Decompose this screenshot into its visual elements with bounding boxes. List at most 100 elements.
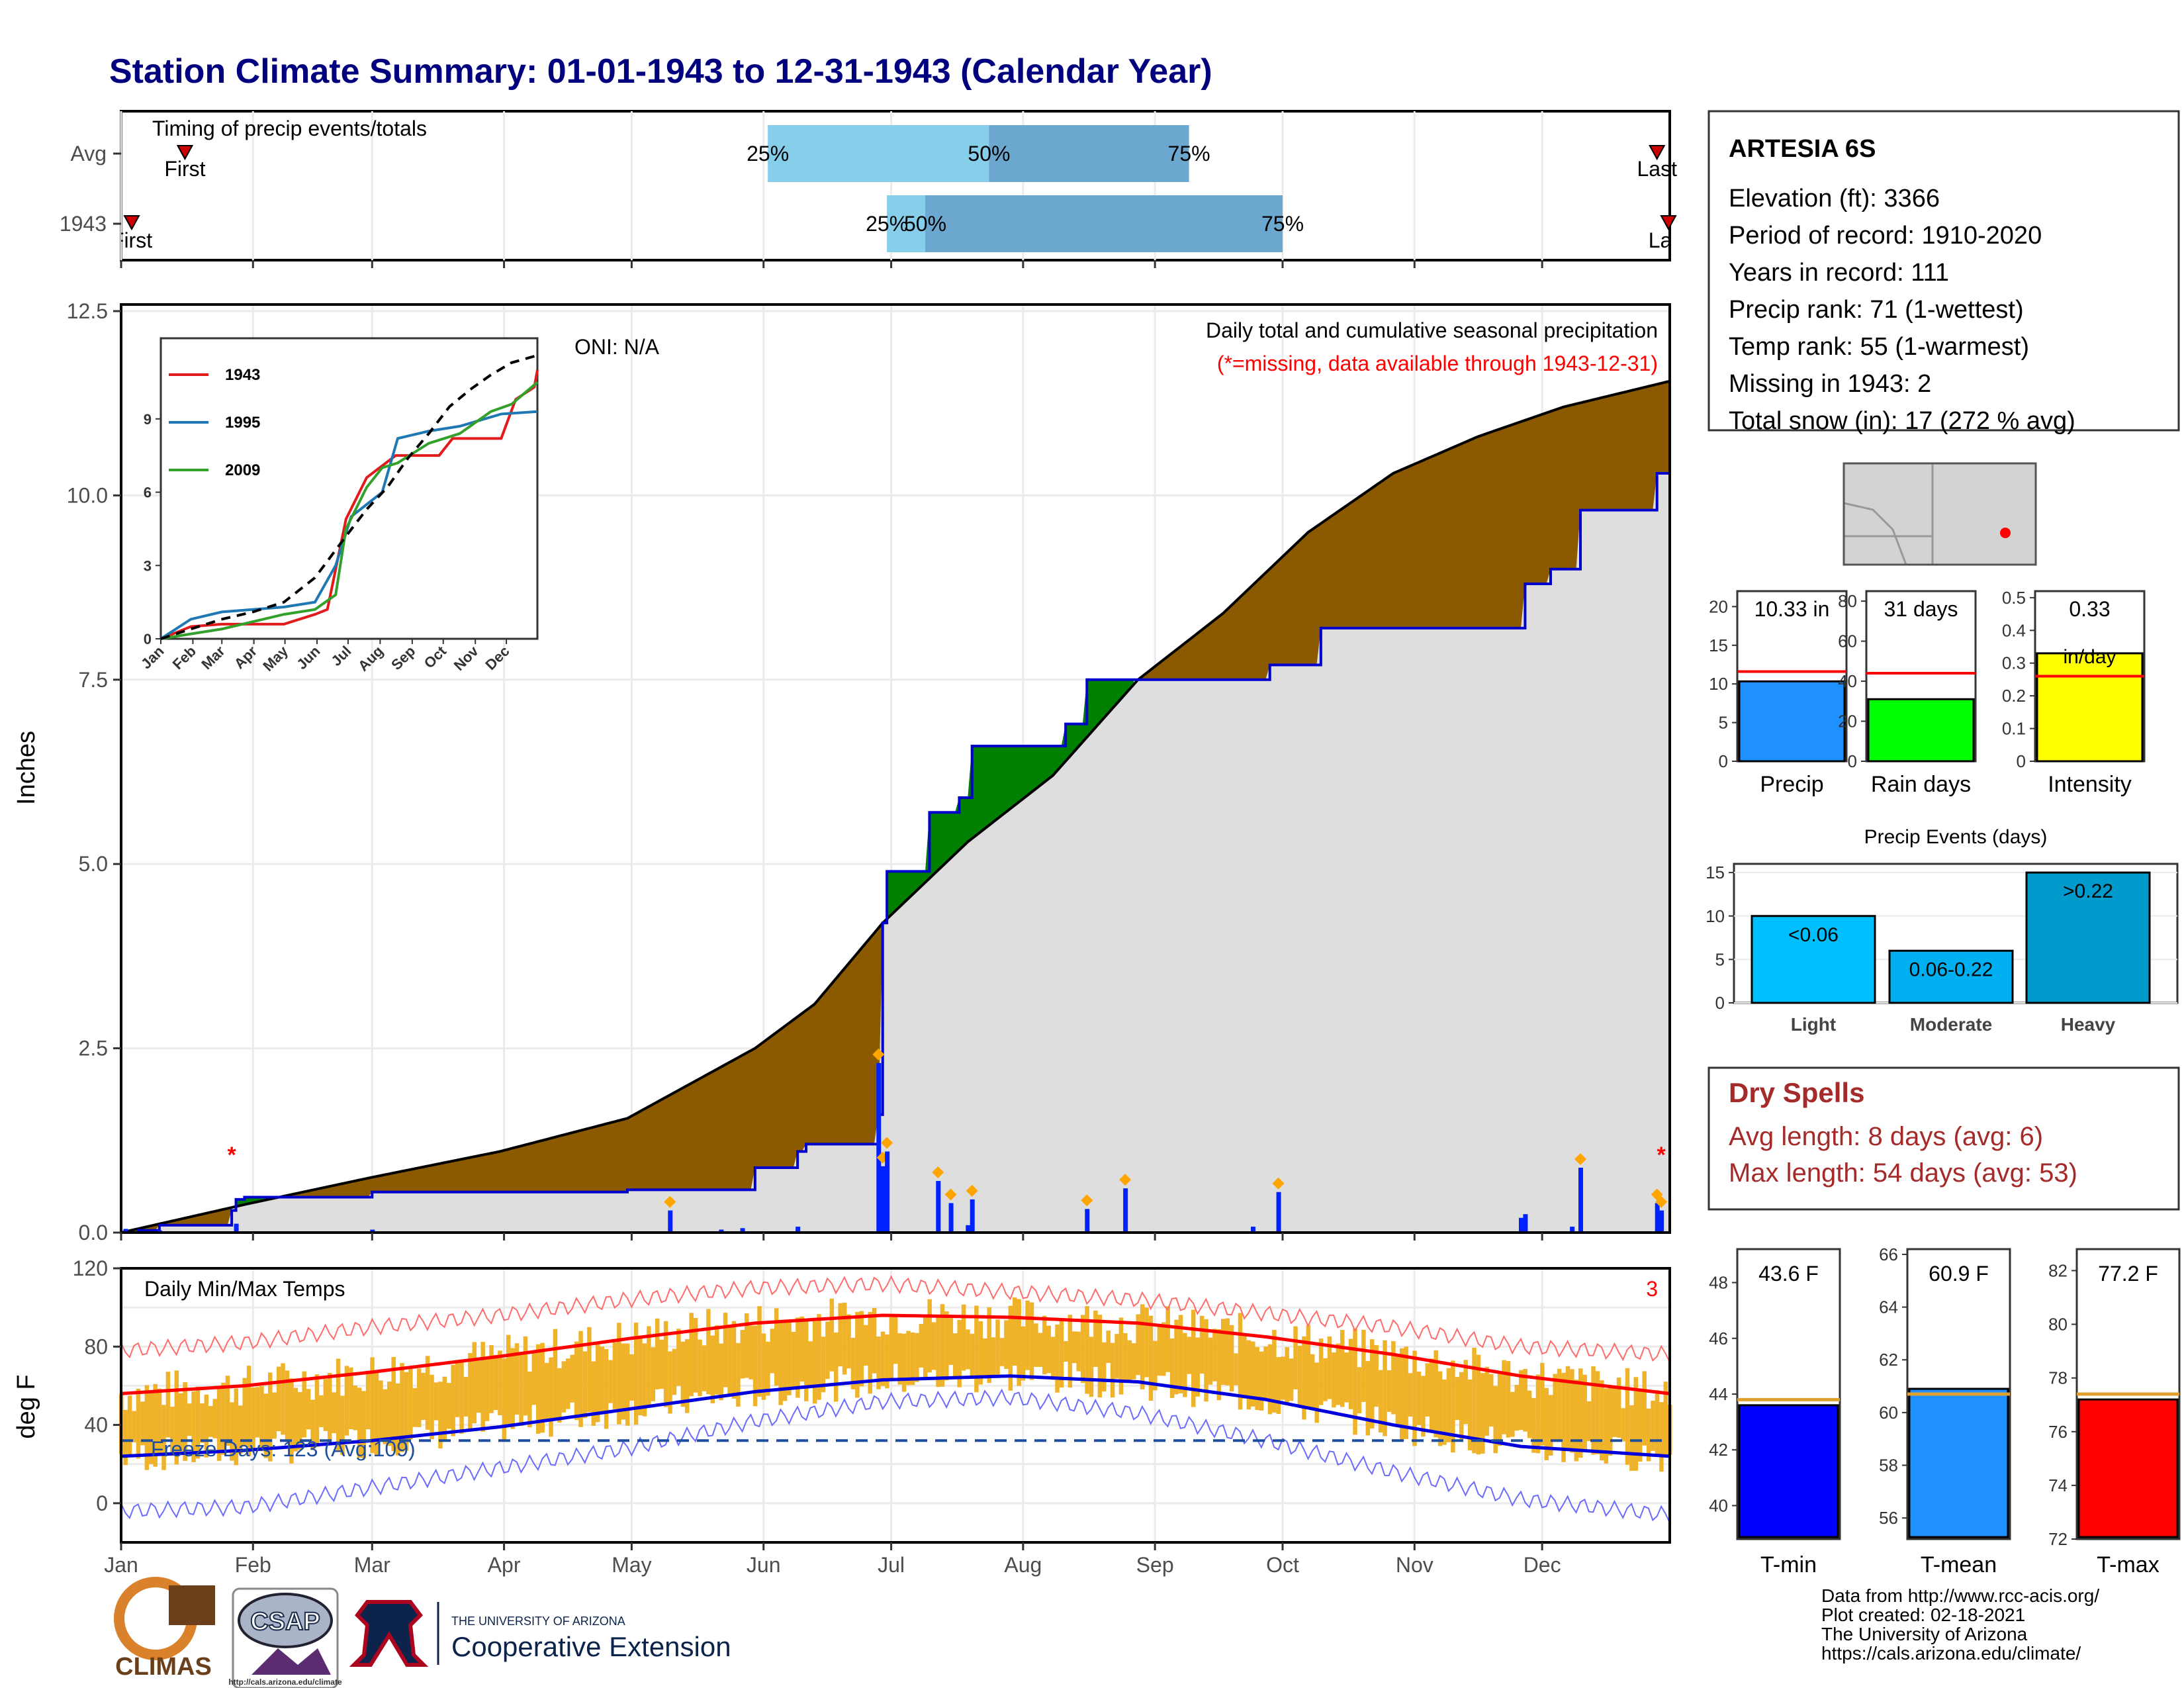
daily-temp-bar [1455, 1377, 1460, 1421]
daily-temp-bar [204, 1394, 209, 1458]
daily-temp-bar [859, 1311, 864, 1387]
daily-temp-bar [263, 1393, 269, 1458]
daily-temp-bar [281, 1363, 285, 1435]
daily-temp-bar [1480, 1373, 1485, 1454]
ua-big-text: Cooperative Extension [451, 1631, 731, 1662]
station-detail-line: Years in record: 111 [1729, 259, 1949, 287]
daily-temp-bar [276, 1366, 281, 1432]
events-bar-moderate [1888, 949, 2014, 1004]
daily-temp-bar [1591, 1366, 1596, 1455]
daily-temp-bar [391, 1356, 396, 1452]
daily-temp-bar [353, 1385, 358, 1430]
daily-precip-bar [1655, 1203, 1660, 1233]
daily-temp-bar [510, 1348, 515, 1429]
station-detail-line: Period of record: 1910-2020 [1729, 222, 2042, 250]
daily-max-marker [1574, 1153, 1586, 1166]
daily-max-marker [1119, 1174, 1132, 1186]
percentile-label: 50% [904, 212, 946, 236]
inset-legend-label: 1943 [225, 366, 260, 384]
daily-precip-bar [1251, 1227, 1255, 1233]
avg-max-line [120, 1313, 1670, 1395]
daily-temp-bar [647, 1326, 651, 1407]
daily-temp-bar [1430, 1358, 1434, 1431]
daily-temp-bar [591, 1361, 596, 1426]
summary-value-label: 10.33 in [1754, 597, 1830, 621]
daily-temp-bar [1544, 1387, 1549, 1460]
daily-temp-bar [463, 1377, 469, 1417]
timing-row-label: Avg [70, 142, 107, 165]
credit-line: The University of Arizona [1821, 1624, 2028, 1644]
daily-temp-bar [259, 1385, 264, 1452]
daily-temp-bar [1008, 1305, 1013, 1391]
climas-logo-block [169, 1585, 215, 1625]
daily-temp-bar [361, 1391, 366, 1458]
daily-temp-bar [1187, 1336, 1192, 1374]
month-tick-label: Jan [104, 1553, 138, 1577]
station-name: ARTESIA 6S [1729, 135, 1876, 163]
inset-y-tick-label: 0 [144, 631, 152, 647]
daily-temp-bar [438, 1382, 443, 1449]
daily-temp-bar [174, 1370, 179, 1465]
daily-temp-bar [1059, 1319, 1064, 1388]
daily-temp-bar [365, 1371, 371, 1430]
daily-temp-bar [1289, 1358, 1294, 1401]
daily-temp-bar [404, 1372, 409, 1451]
daily-temp-bar [1527, 1390, 1532, 1438]
daily-temp-bar [1161, 1322, 1166, 1376]
precip-y-tick-label: 10.0 [67, 483, 108, 507]
daily-max-marker [872, 1048, 885, 1060]
daily-precip-bar [1519, 1217, 1524, 1233]
daily-temp-bar [527, 1372, 532, 1428]
daily-temp-bar [617, 1323, 621, 1425]
daily-temp-bar [604, 1348, 609, 1429]
daily-temp-bar [1608, 1387, 1613, 1456]
last-label-avg: Last [1637, 157, 1677, 181]
daily-temp-bar [953, 1333, 958, 1378]
daily-temp-bar [268, 1372, 273, 1462]
daily-temp-bar [782, 1323, 788, 1401]
daily-temp-bar [600, 1346, 604, 1413]
daily-temp-bar [1097, 1315, 1103, 1398]
daily-temp-bar [319, 1395, 324, 1428]
daily-temp-bar [1195, 1337, 1200, 1397]
daily-temp-bar [514, 1343, 520, 1415]
daily-temp-bar [1281, 1356, 1285, 1400]
percentile-bar-50-75 [925, 195, 1283, 252]
daily-temp-bar [123, 1409, 128, 1466]
last-marker-avg [1649, 145, 1666, 161]
temp-y-tick-label: 46 [1709, 1329, 1728, 1348]
daily-temp-bar [1080, 1315, 1085, 1383]
precip-events-chart: Precip Events (days) 0 5 10 15 <0.06 Light 0.06… [1706, 826, 2179, 1035]
daily-temp-bar [323, 1379, 328, 1431]
daily-temp-bar [1663, 1382, 1668, 1456]
daily-temp-bar [698, 1339, 702, 1397]
daily-temp-bar [1127, 1340, 1132, 1382]
location-map [1843, 462, 2037, 566]
daily-temp-bar [731, 1321, 737, 1399]
daily-temp-bar [165, 1372, 171, 1438]
station-detail-line: Temp rank: 55 (1-warmest) [1729, 333, 2029, 361]
temp-y-tick-label: 40 [1709, 1495, 1728, 1515]
ua-small-text: THE UNIVERSITY OF ARIZONA [451, 1615, 625, 1628]
daily-precip-bar [1578, 1168, 1583, 1233]
daily-temp-bar [944, 1311, 949, 1381]
daily-temp-bar [1557, 1368, 1562, 1441]
daily-temp-bar [680, 1341, 686, 1407]
daily-temp-bar [1629, 1405, 1634, 1471]
summary-y-tick-label: 0.3 [2002, 653, 2026, 673]
daily-temp-bar [170, 1407, 175, 1456]
daily-temp-bar [978, 1321, 983, 1385]
daily-temp-bar [1148, 1315, 1154, 1401]
daily-temp-bar [663, 1321, 668, 1407]
daily-temp-bar [638, 1335, 643, 1416]
daily-temp-bar [489, 1344, 494, 1413]
daily-temp-bar [306, 1389, 311, 1430]
daily-temp-bar [1642, 1371, 1647, 1446]
daily-temp-bar [1085, 1306, 1089, 1394]
daily-precip-bar [1276, 1192, 1281, 1233]
daily-temp-bar [298, 1391, 302, 1450]
station-detail-line: Elevation (ft): 3366 [1729, 185, 1940, 212]
daily-temp-bar [400, 1363, 404, 1452]
station-detail-line: Precip rank: 71 (1-wettest) [1729, 296, 2024, 324]
daily-temp-bar [140, 1401, 145, 1446]
